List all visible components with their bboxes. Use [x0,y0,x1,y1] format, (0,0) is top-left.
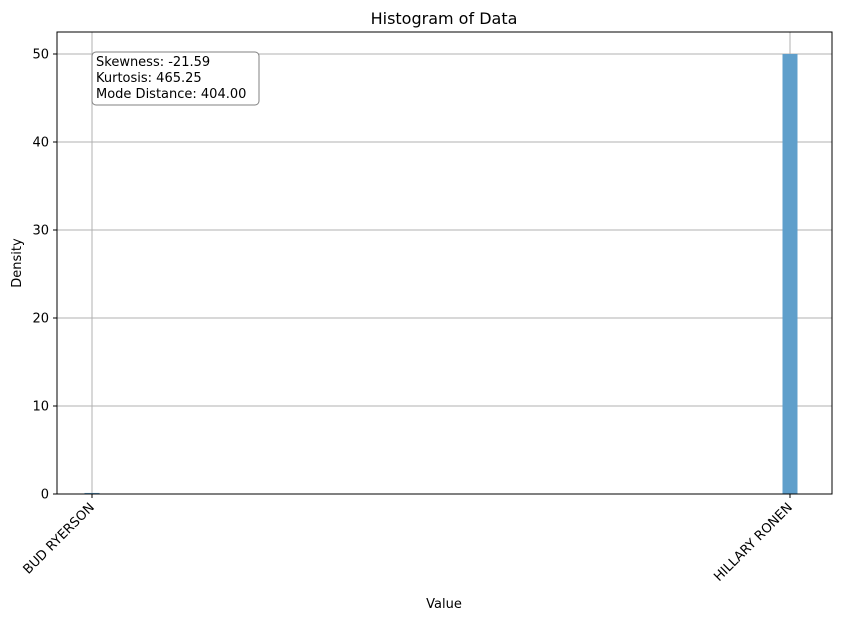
y-tick-label: 40 [32,136,49,151]
x-tick-label: BUD RYERSON [21,500,98,577]
stats-mode-distance: Mode Distance: 404.00 [96,87,246,102]
histogram-bar [84,492,100,494]
histogram-bar [782,54,798,494]
y-tick-label: 10 [32,400,49,415]
y-axis-label: Density [10,238,25,288]
y-tick-label: 20 [32,312,49,327]
plot-frame [56,31,833,495]
x-axis-ticks: BUD RYERSON HILLARY RONEN [21,494,796,585]
chart-title: Histogram of Data [371,9,518,28]
x-tick-label: HILLARY RONEN [711,500,795,584]
x-axis-label: Value [426,597,462,612]
stats-annotation-box: Skewness: -21.59 Kurtosis: 465.25 Mode D… [91,51,260,106]
y-tick-label: 50 [32,48,49,63]
stats-box-frame [91,51,260,106]
stats-skewness: Skewness: -21.59 [96,55,210,70]
histogram-bars [84,54,798,494]
y-axis-ticks: 0 10 20 30 40 50 [32,48,57,503]
y-tick-label: 0 [41,488,49,503]
y-tick-label: 30 [32,224,49,239]
stats-kurtosis: Kurtosis: 465.25 [96,71,202,86]
